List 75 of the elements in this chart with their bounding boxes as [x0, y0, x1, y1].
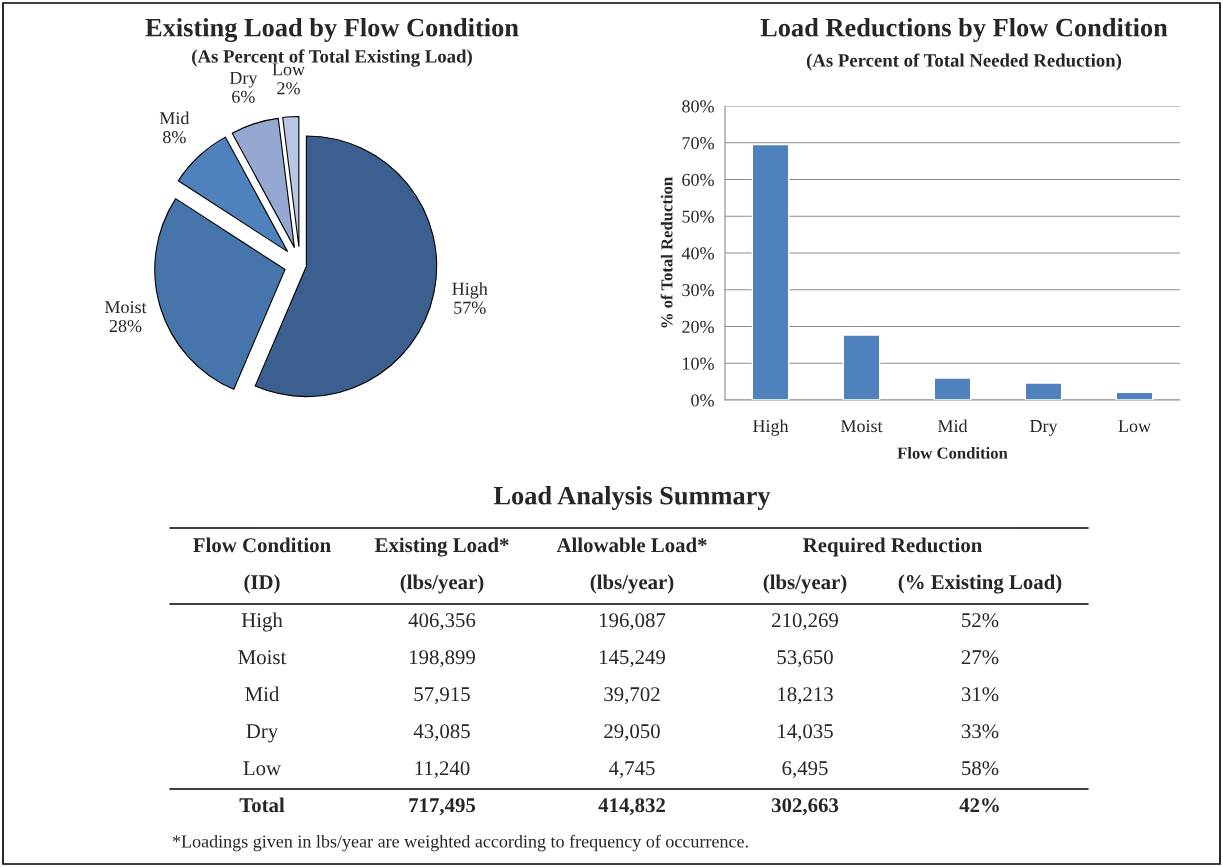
- y-tick-label: 70%: [682, 137, 714, 150]
- text: Load Analysis Summary: [493, 486, 771, 510]
- text: 414,832: [598, 798, 665, 816]
- text: (ID): [244, 574, 280, 594]
- text: Required Reduction: [803, 537, 982, 557]
- text: *Loadings given in lbs/year are weighted according to frequency of occurrence.: [172, 834, 748, 852]
- x-tick-label: Dry: [1029, 420, 1058, 436]
- bar: [933, 377, 972, 400]
- text: Mid: [245, 686, 280, 702]
- text: 406,356: [408, 613, 476, 631]
- x-axis-title: Flow Condition: [897, 446, 1008, 459]
- bar: [751, 143, 790, 400]
- text: Existing Load*: [374, 537, 509, 557]
- text: Allowable Load*: [556, 537, 707, 553]
- text: 43,085: [413, 724, 470, 742]
- bar: [1115, 391, 1154, 400]
- text: 57,915: [414, 687, 470, 705]
- x-tick-label: Low: [1118, 420, 1151, 433]
- y-tick-label: 10%: [683, 357, 714, 370]
- text: 210,269: [772, 613, 838, 631]
- bar: [1024, 382, 1063, 400]
- y-tick-label: 40%: [681, 247, 714, 260]
- data-label: 2%: [277, 82, 300, 95]
- chart-subtitle: (As Percent of Total Needed Reduction): [806, 53, 1122, 71]
- text: 145,249: [599, 650, 665, 668]
- slice-label: High: [452, 282, 488, 299]
- text: Low: [243, 761, 281, 776]
- chart-title: Load Reductions by Flow Condition: [760, 18, 1168, 42]
- y-tick-label: 0%: [691, 394, 714, 407]
- text: 52%: [962, 613, 999, 628]
- text: 4,745: [608, 761, 655, 779]
- text: 29,050: [604, 724, 660, 742]
- bar: [842, 334, 881, 400]
- text: (lbs/year): [763, 574, 847, 594]
- chart-title: Existing Load by Flow Condition: [145, 17, 519, 43]
- text: 198,899: [409, 650, 475, 668]
- text: 39,702: [604, 687, 660, 705]
- text: Dry: [246, 724, 279, 743]
- text: 6,495: [782, 761, 828, 779]
- text: 18,213: [778, 687, 833, 705]
- text: 42%: [959, 798, 999, 813]
- text: 196,087: [599, 613, 666, 631]
- text: 58%: [962, 761, 999, 776]
- text: Moist: [238, 650, 287, 665]
- text: 33%: [961, 724, 999, 739]
- y-tick-label: 30%: [682, 284, 714, 297]
- x-tick-label: Moist: [840, 420, 883, 433]
- text: 31%: [961, 687, 999, 702]
- slice-label: Moist: [104, 301, 147, 314]
- slice-label: Low: [272, 63, 305, 76]
- y-tick-label: 60%: [682, 173, 714, 186]
- y-axis-title: % of Total Reduction: [660, 177, 673, 328]
- text: 302,663: [771, 798, 839, 816]
- data-label: 8%: [163, 130, 186, 144]
- text: 717,495: [409, 798, 476, 816]
- data-label: 6%: [232, 90, 255, 103]
- text: Total: [239, 797, 285, 813]
- text: Flow Condition: [193, 537, 331, 553]
- text: High: [241, 612, 283, 632]
- y-tick-label: 20%: [682, 320, 714, 333]
- text: (lbs/year): [590, 574, 674, 594]
- text: (% Existing Load): [898, 574, 1062, 594]
- text: (lbs/year): [400, 574, 484, 594]
- data-label: 57%: [454, 301, 486, 314]
- text: 14,035: [778, 724, 833, 742]
- x-tick-label: High: [752, 419, 789, 436]
- text: 11,240: [415, 761, 470, 779]
- y-tick-label: 80%: [682, 100, 714, 113]
- y-tick-label: 50%: [682, 210, 714, 223]
- x-tick-label: Mid: [937, 419, 968, 433]
- slice-label: Mid: [159, 111, 190, 125]
- slice-label: Dry: [229, 71, 258, 88]
- text: 53,650: [777, 650, 833, 668]
- text: 27%: [961, 650, 999, 665]
- data-label: 28%: [109, 319, 142, 333]
